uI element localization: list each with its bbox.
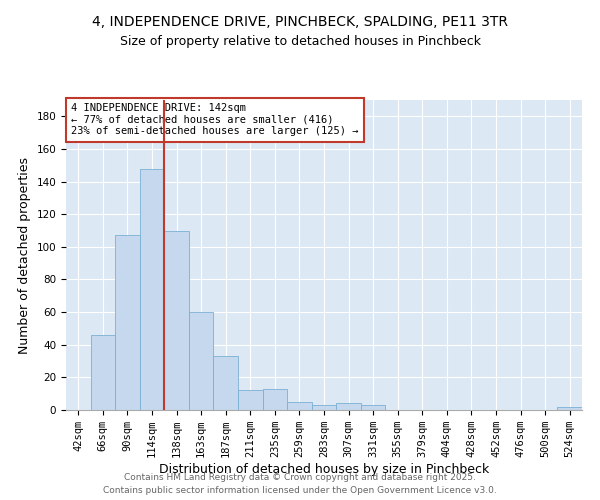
Bar <box>140 168 164 410</box>
Y-axis label: Number of detached properties: Number of detached properties <box>18 156 31 354</box>
Bar <box>312 405 336 410</box>
Bar <box>263 389 287 410</box>
Bar <box>238 390 263 410</box>
Text: Contains HM Land Registry data © Crown copyright and database right 2025.
Contai: Contains HM Land Registry data © Crown c… <box>103 474 497 495</box>
X-axis label: Distribution of detached houses by size in Pinchbeck: Distribution of detached houses by size … <box>159 463 489 476</box>
Bar <box>336 404 361 410</box>
Bar <box>189 312 214 410</box>
Bar <box>164 230 189 410</box>
Text: Size of property relative to detached houses in Pinchbeck: Size of property relative to detached ho… <box>119 35 481 48</box>
Text: 4, INDEPENDENCE DRIVE, PINCHBECK, SPALDING, PE11 3TR: 4, INDEPENDENCE DRIVE, PINCHBECK, SPALDI… <box>92 15 508 29</box>
Bar <box>115 236 140 410</box>
Text: 4 INDEPENDENCE DRIVE: 142sqm
← 77% of detached houses are smaller (416)
23% of s: 4 INDEPENDENCE DRIVE: 142sqm ← 77% of de… <box>71 103 359 136</box>
Bar <box>287 402 312 410</box>
Bar <box>91 335 115 410</box>
Bar <box>214 356 238 410</box>
Bar <box>361 405 385 410</box>
Bar <box>557 406 582 410</box>
